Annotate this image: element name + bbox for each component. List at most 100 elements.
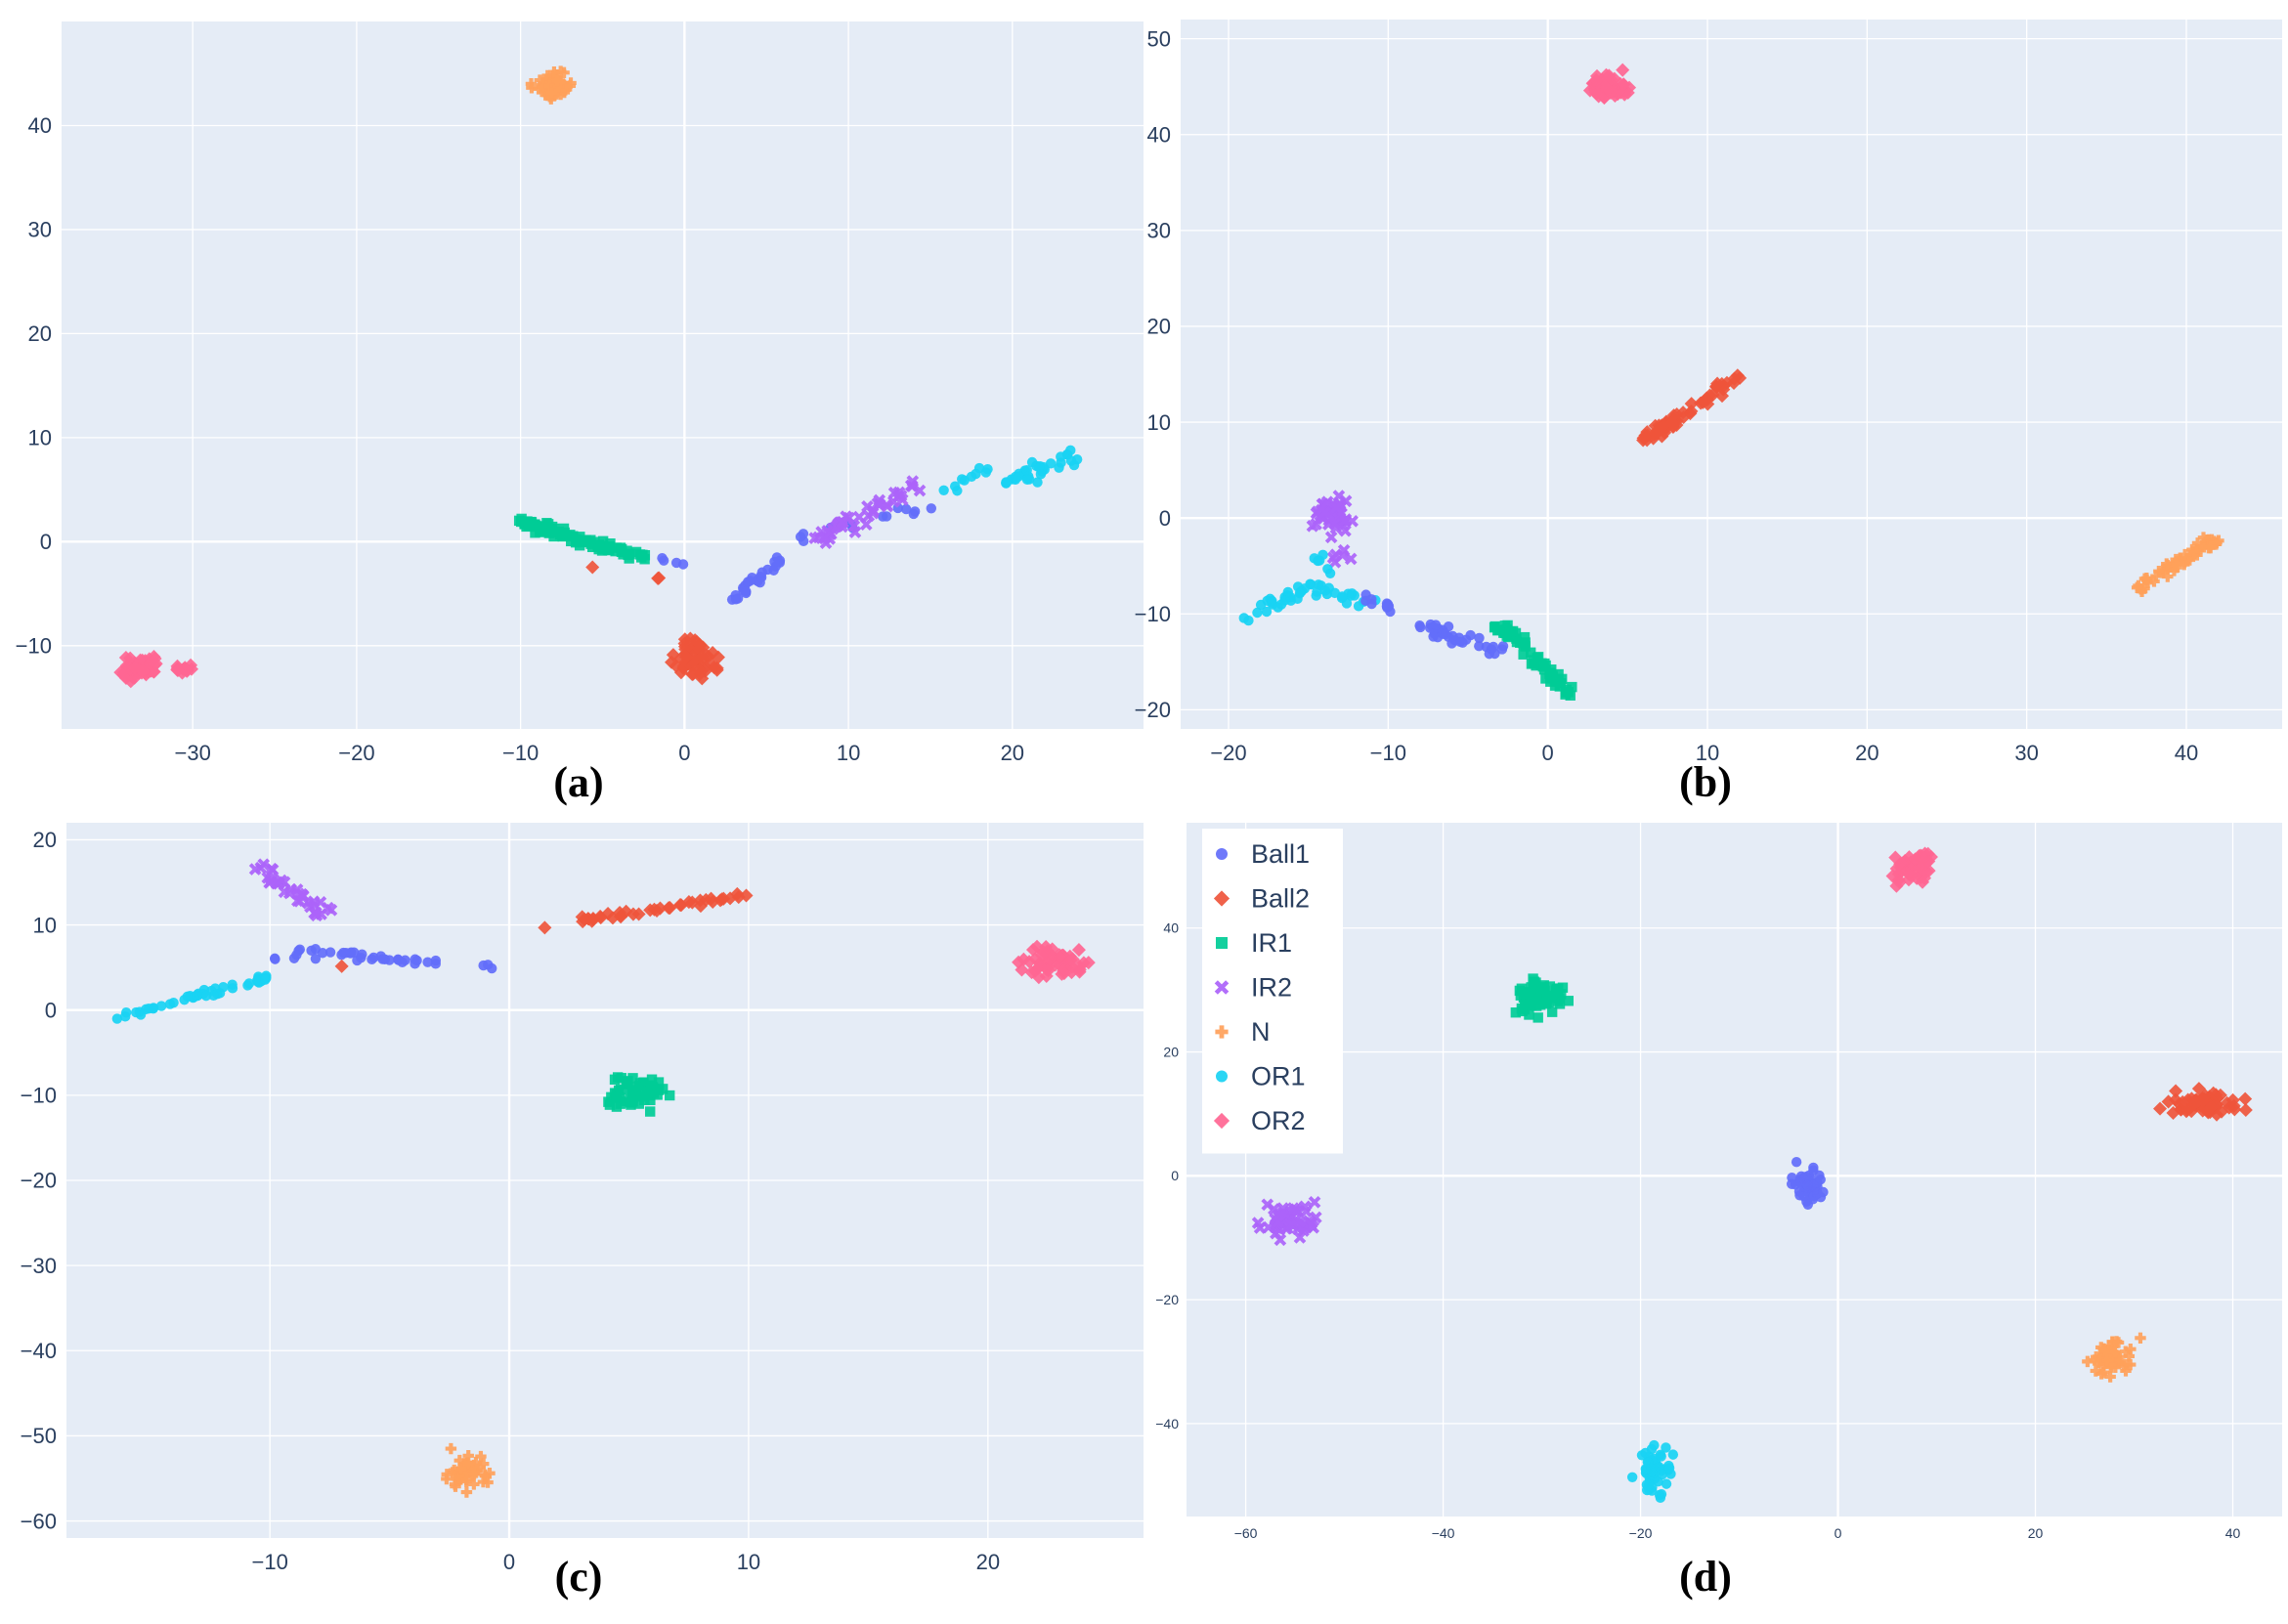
x-tick-label: 0 [678, 741, 690, 765]
point-or1 [1636, 1450, 1648, 1461]
point-ir2 [862, 509, 876, 523]
point-ball1 [768, 565, 779, 576]
scatter-plot-a: −30 −20 −10 0 10 20 −10 0 10 20 30 40 [16, 21, 1144, 765]
point-ir1 [1510, 627, 1522, 639]
point-ir1 [616, 543, 627, 555]
point-or1 [227, 983, 238, 994]
point-ir1 [621, 1078, 631, 1089]
point-n [2114, 1354, 2126, 1367]
point-or2 [1893, 857, 1908, 872]
point-or1 [938, 485, 949, 495]
point-or1 [1663, 1463, 1675, 1474]
x-tick-label: 10 [1696, 741, 1719, 765]
point-or2 [1064, 960, 1079, 974]
point-ir1 [646, 1074, 658, 1085]
point-or1 [1656, 1488, 1667, 1500]
series-ir2 [1306, 490, 1359, 569]
y-tick-label: −10 [16, 634, 52, 659]
x-tick-label: −30 [175, 741, 211, 765]
point-ir2 [310, 906, 323, 919]
point-ir2 [859, 518, 873, 531]
point-ball2 [685, 667, 700, 682]
legend-marker-ball1 [1216, 848, 1228, 860]
point-ir1 [609, 1074, 621, 1085]
point-ball1 [1798, 1191, 1809, 1202]
y-tick-label: 40 [1163, 920, 1179, 936]
point-or1 [1021, 465, 1032, 476]
y-tick-label: 20 [1147, 315, 1171, 339]
x-tick-label: 30 [2014, 741, 2038, 765]
series-n [2131, 532, 2224, 598]
legend-marker-ir1 [1216, 937, 1228, 949]
series-or2 [1582, 63, 1637, 106]
point-ir1 [565, 530, 576, 540]
point-n [2120, 1346, 2132, 1357]
point-ir1 [543, 528, 555, 538]
point-n [2179, 548, 2191, 561]
legend-label-or1: OR1 [1251, 1062, 1306, 1091]
point-ball2 [2195, 1103, 2210, 1118]
point-ball1 [658, 555, 669, 566]
point-n [545, 87, 557, 99]
point-ball2 [585, 560, 600, 575]
point-n [2140, 572, 2153, 584]
point-or2 [1081, 956, 1096, 970]
point-or1 [119, 1011, 131, 1022]
series-ir1 [603, 1072, 675, 1117]
point-ir2 [265, 862, 279, 876]
point-or2 [1071, 943, 1086, 958]
y-tick-label: 20 [1163, 1044, 1179, 1059]
point-ball1 [367, 954, 377, 965]
point-ir1 [537, 524, 547, 534]
legend-marker-n [1215, 1025, 1229, 1039]
point-ball2 [1640, 433, 1655, 448]
x-tick-label: 0 [1542, 741, 1554, 765]
point-n [551, 74, 563, 87]
point-ir1 [542, 519, 554, 530]
point-or1 [1065, 455, 1077, 466]
point-ball2 [679, 650, 694, 664]
point-ball2 [677, 632, 692, 647]
y-tick-label: 0 [40, 530, 52, 554]
point-ir1 [636, 1088, 647, 1098]
point-or2 [170, 663, 185, 678]
point-or1 [1279, 595, 1290, 606]
y-tick-label: 0 [1159, 506, 1171, 531]
point-ir1 [1561, 684, 1572, 696]
point-or1 [243, 978, 255, 989]
point-ir1 [1546, 1006, 1558, 1017]
point-or1 [1056, 457, 1066, 468]
point-ball2 [723, 891, 738, 906]
point-ball2 [739, 888, 754, 903]
y-tick-label: −50 [21, 1424, 57, 1448]
series-or1 [111, 970, 272, 1024]
scatter-plot-d: −60 −40 −20 0 20 40 −40 −20 0 20 40 Ball1 Ball2 IR1 IR… [1155, 823, 2282, 1541]
point-ball2 [2180, 1102, 2194, 1117]
point-ball2 [695, 649, 710, 663]
legend-marker-or1 [1216, 1070, 1228, 1083]
point-or1 [1323, 582, 1334, 593]
point-or2 [1063, 953, 1078, 967]
point-ball1 [1382, 602, 1393, 613]
x-tick-label: 10 [837, 741, 860, 765]
gridlines-d [1187, 823, 2282, 1517]
point-ball1 [310, 953, 322, 964]
point-or1 [1252, 607, 1263, 619]
point-or2 [127, 661, 142, 675]
x-tick-label: −20 [1210, 741, 1246, 765]
legend-marker-ir2 [1214, 980, 1230, 995]
plot-area-a [62, 21, 1144, 729]
point-ir1 [1528, 973, 1538, 984]
point-or1 [1035, 469, 1047, 480]
point-ir1 [638, 1078, 649, 1089]
point-ir1 [1527, 995, 1537, 1006]
point-or1 [1001, 478, 1012, 489]
point-or1 [982, 464, 993, 475]
point-ir1 [1540, 660, 1551, 671]
point-n [445, 1442, 457, 1455]
point-ball1 [732, 593, 744, 604]
y-tick-label: 10 [1147, 410, 1171, 435]
legend-label-ir1: IR1 [1251, 928, 1292, 958]
point-ball1 [795, 532, 806, 542]
series-ball2 [2153, 1082, 2253, 1122]
